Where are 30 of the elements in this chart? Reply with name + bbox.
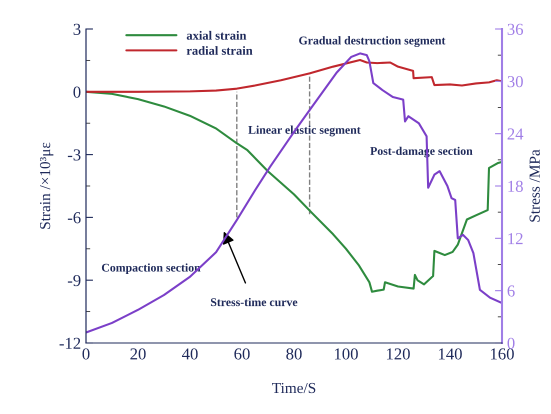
x-axis-title: Time/S <box>272 382 316 394</box>
annotation: Stress-time curve <box>210 298 298 306</box>
y2-tick-label: 18 <box>508 180 523 192</box>
x-tick-label: 20 <box>130 348 146 360</box>
x-tick-label: 120 <box>386 348 410 360</box>
y2-tick-label: 6 <box>508 285 515 297</box>
x-tick-label: 60 <box>234 348 250 360</box>
x-tick-label: 160 <box>490 348 514 360</box>
y2-tick-label: 36 <box>508 24 524 35</box>
y2-tick-label: 0 <box>507 338 515 349</box>
legend-label: radial strain <box>186 46 253 55</box>
y2-tick-label: 30 <box>508 76 523 88</box>
y2-axis-title: Stress /MPa <box>530 149 540 222</box>
y2-tick-label: 12 <box>508 233 523 244</box>
y-tick-label: -6 <box>68 212 81 224</box>
y-tick-label: -9 <box>68 274 80 286</box>
y-tick-label: 0 <box>73 86 81 98</box>
x-tick-label: 140 <box>438 348 462 360</box>
x-tick-label: 0 <box>82 348 90 360</box>
line-series <box>86 58 502 93</box>
x-tick-label: 80 <box>286 348 302 360</box>
annotation: Gradual destruction segment <box>299 36 446 47</box>
y-tick-label: -12 <box>60 338 80 349</box>
y-tick-label: 3 <box>74 24 80 35</box>
legend-label: axial strain <box>186 30 246 40</box>
x-tick-label: 40 <box>182 348 198 360</box>
y-tick-label: -3 <box>68 149 80 161</box>
y-axis-title: Strain /×10³με <box>40 142 54 229</box>
y2-tick-label: 24 <box>508 128 524 140</box>
x-tick-label: 100 <box>334 348 358 360</box>
